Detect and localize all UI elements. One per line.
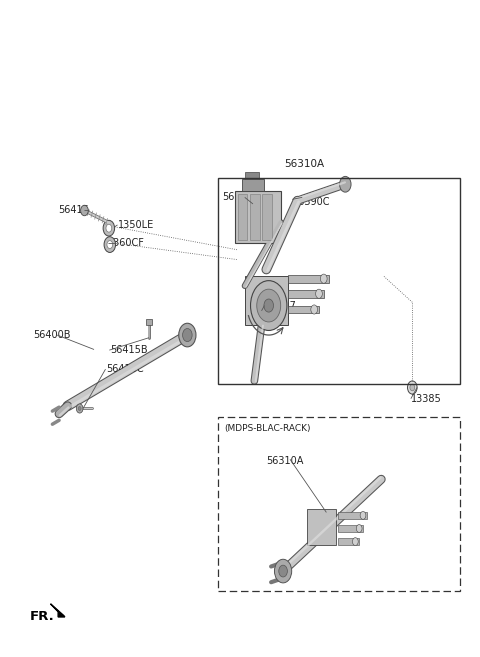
Bar [218, 177, 460, 384]
Circle shape [76, 404, 83, 413]
Circle shape [279, 565, 288, 577]
Text: 13385: 13385 [411, 394, 442, 403]
Circle shape [179, 323, 196, 347]
Circle shape [257, 289, 281, 322]
Circle shape [408, 381, 417, 394]
Bar [288, 306, 319, 313]
Bar [338, 512, 367, 518]
Text: 56390C: 56390C [293, 197, 330, 207]
Text: (MDPS-BLAC-RACK): (MDPS-BLAC-RACK) [225, 424, 311, 432]
Bar [218, 417, 460, 591]
Bar [238, 194, 247, 240]
Text: 56400B: 56400B [33, 330, 71, 340]
Bar [338, 525, 363, 532]
Circle shape [321, 274, 327, 283]
Text: FR.: FR. [29, 610, 54, 623]
Bar [338, 538, 359, 545]
Text: 56397: 56397 [265, 300, 296, 311]
Circle shape [103, 220, 115, 236]
Text: 56415C: 56415C [106, 364, 144, 374]
Bar [250, 194, 260, 240]
Text: 1350LE: 1350LE [118, 220, 154, 230]
Circle shape [81, 205, 88, 215]
Circle shape [104, 237, 116, 252]
Polygon shape [50, 604, 65, 617]
Circle shape [251, 281, 287, 330]
Bar [307, 509, 336, 545]
Text: 56415: 56415 [58, 206, 89, 215]
Circle shape [106, 224, 112, 232]
Circle shape [311, 305, 318, 314]
Text: 56370C: 56370C [222, 193, 259, 202]
Text: 1360CF: 1360CF [108, 238, 145, 248]
Circle shape [339, 176, 351, 192]
Bar [245, 173, 259, 179]
Bar [235, 191, 281, 243]
Circle shape [356, 524, 362, 532]
Bar [242, 179, 264, 191]
Bar [146, 319, 153, 325]
Circle shape [78, 407, 81, 411]
Circle shape [182, 328, 192, 342]
Circle shape [275, 559, 292, 583]
Circle shape [352, 537, 358, 545]
Bar [288, 290, 324, 298]
Bar [263, 194, 272, 240]
Circle shape [410, 384, 415, 391]
Text: 56310A: 56310A [285, 159, 324, 170]
Text: 56415B: 56415B [110, 345, 147, 355]
Circle shape [264, 299, 274, 312]
Circle shape [360, 511, 366, 519]
Circle shape [316, 289, 323, 298]
Text: 56310A: 56310A [266, 457, 304, 466]
Circle shape [107, 240, 113, 248]
Bar [288, 275, 328, 283]
Bar [245, 276, 288, 325]
